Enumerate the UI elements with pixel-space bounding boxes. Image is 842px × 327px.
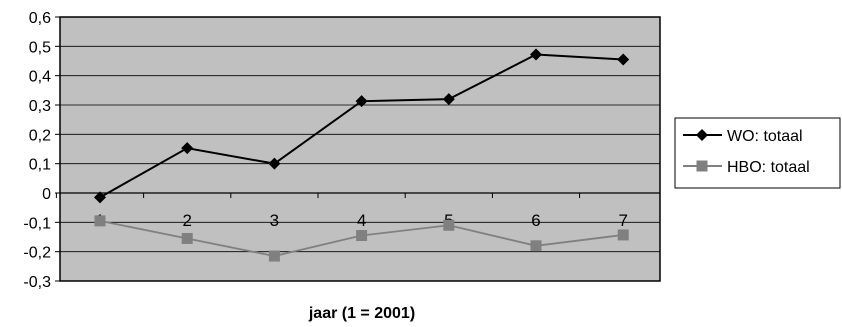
series-2 [94,215,629,262]
y-tick-label: -0,2 [23,245,51,262]
data-point [356,230,368,242]
data-point [181,232,193,244]
x-tick-label: 3 [270,211,279,230]
data-point [268,250,280,262]
data-point [268,157,281,170]
y-axis-tick-labels: 0,6 0,5 0,4 0,3 0,2 0,1 0 -0,1 -0,2 -0,3 [23,10,51,291]
x-axis-label: jaar (1 = 2001) [308,305,415,322]
data-point [617,229,629,241]
legend-marker [696,129,708,141]
y-tick-label: 0,2 [29,127,51,144]
y-tick-label: 0,3 [29,98,51,115]
data-point [442,93,455,106]
data-point [181,142,194,155]
data-point [94,191,106,204]
y-tick-label: 0,4 [29,69,51,86]
y-tick-label: 0,6 [29,10,51,27]
x-tick-label: 7 [618,211,627,230]
y-tick-label: -0,3 [23,274,51,291]
data-point [617,53,630,66]
x-tick-label: 2 [182,211,191,230]
data-point [355,95,368,108]
legend: WO: totaal HBO: totaal [674,117,841,189]
x-tick-label: 4 [357,211,366,230]
data-point [530,240,542,252]
data-point [443,219,455,231]
legend-marker [696,160,708,172]
legend-label: WO: totaal [727,128,803,145]
y-tick-label: 0,5 [29,39,51,56]
legend-label: HBO: totaal [727,159,810,176]
data-point [530,48,542,61]
y-tick-label: -0,1 [23,215,51,232]
y-tick-label: 0,1 [29,157,51,174]
data-point [94,215,106,227]
series-1 [94,48,630,204]
series-layer [94,48,630,262]
y-tick-label: 0 [42,186,51,203]
x-tick-label: 6 [531,211,540,230]
